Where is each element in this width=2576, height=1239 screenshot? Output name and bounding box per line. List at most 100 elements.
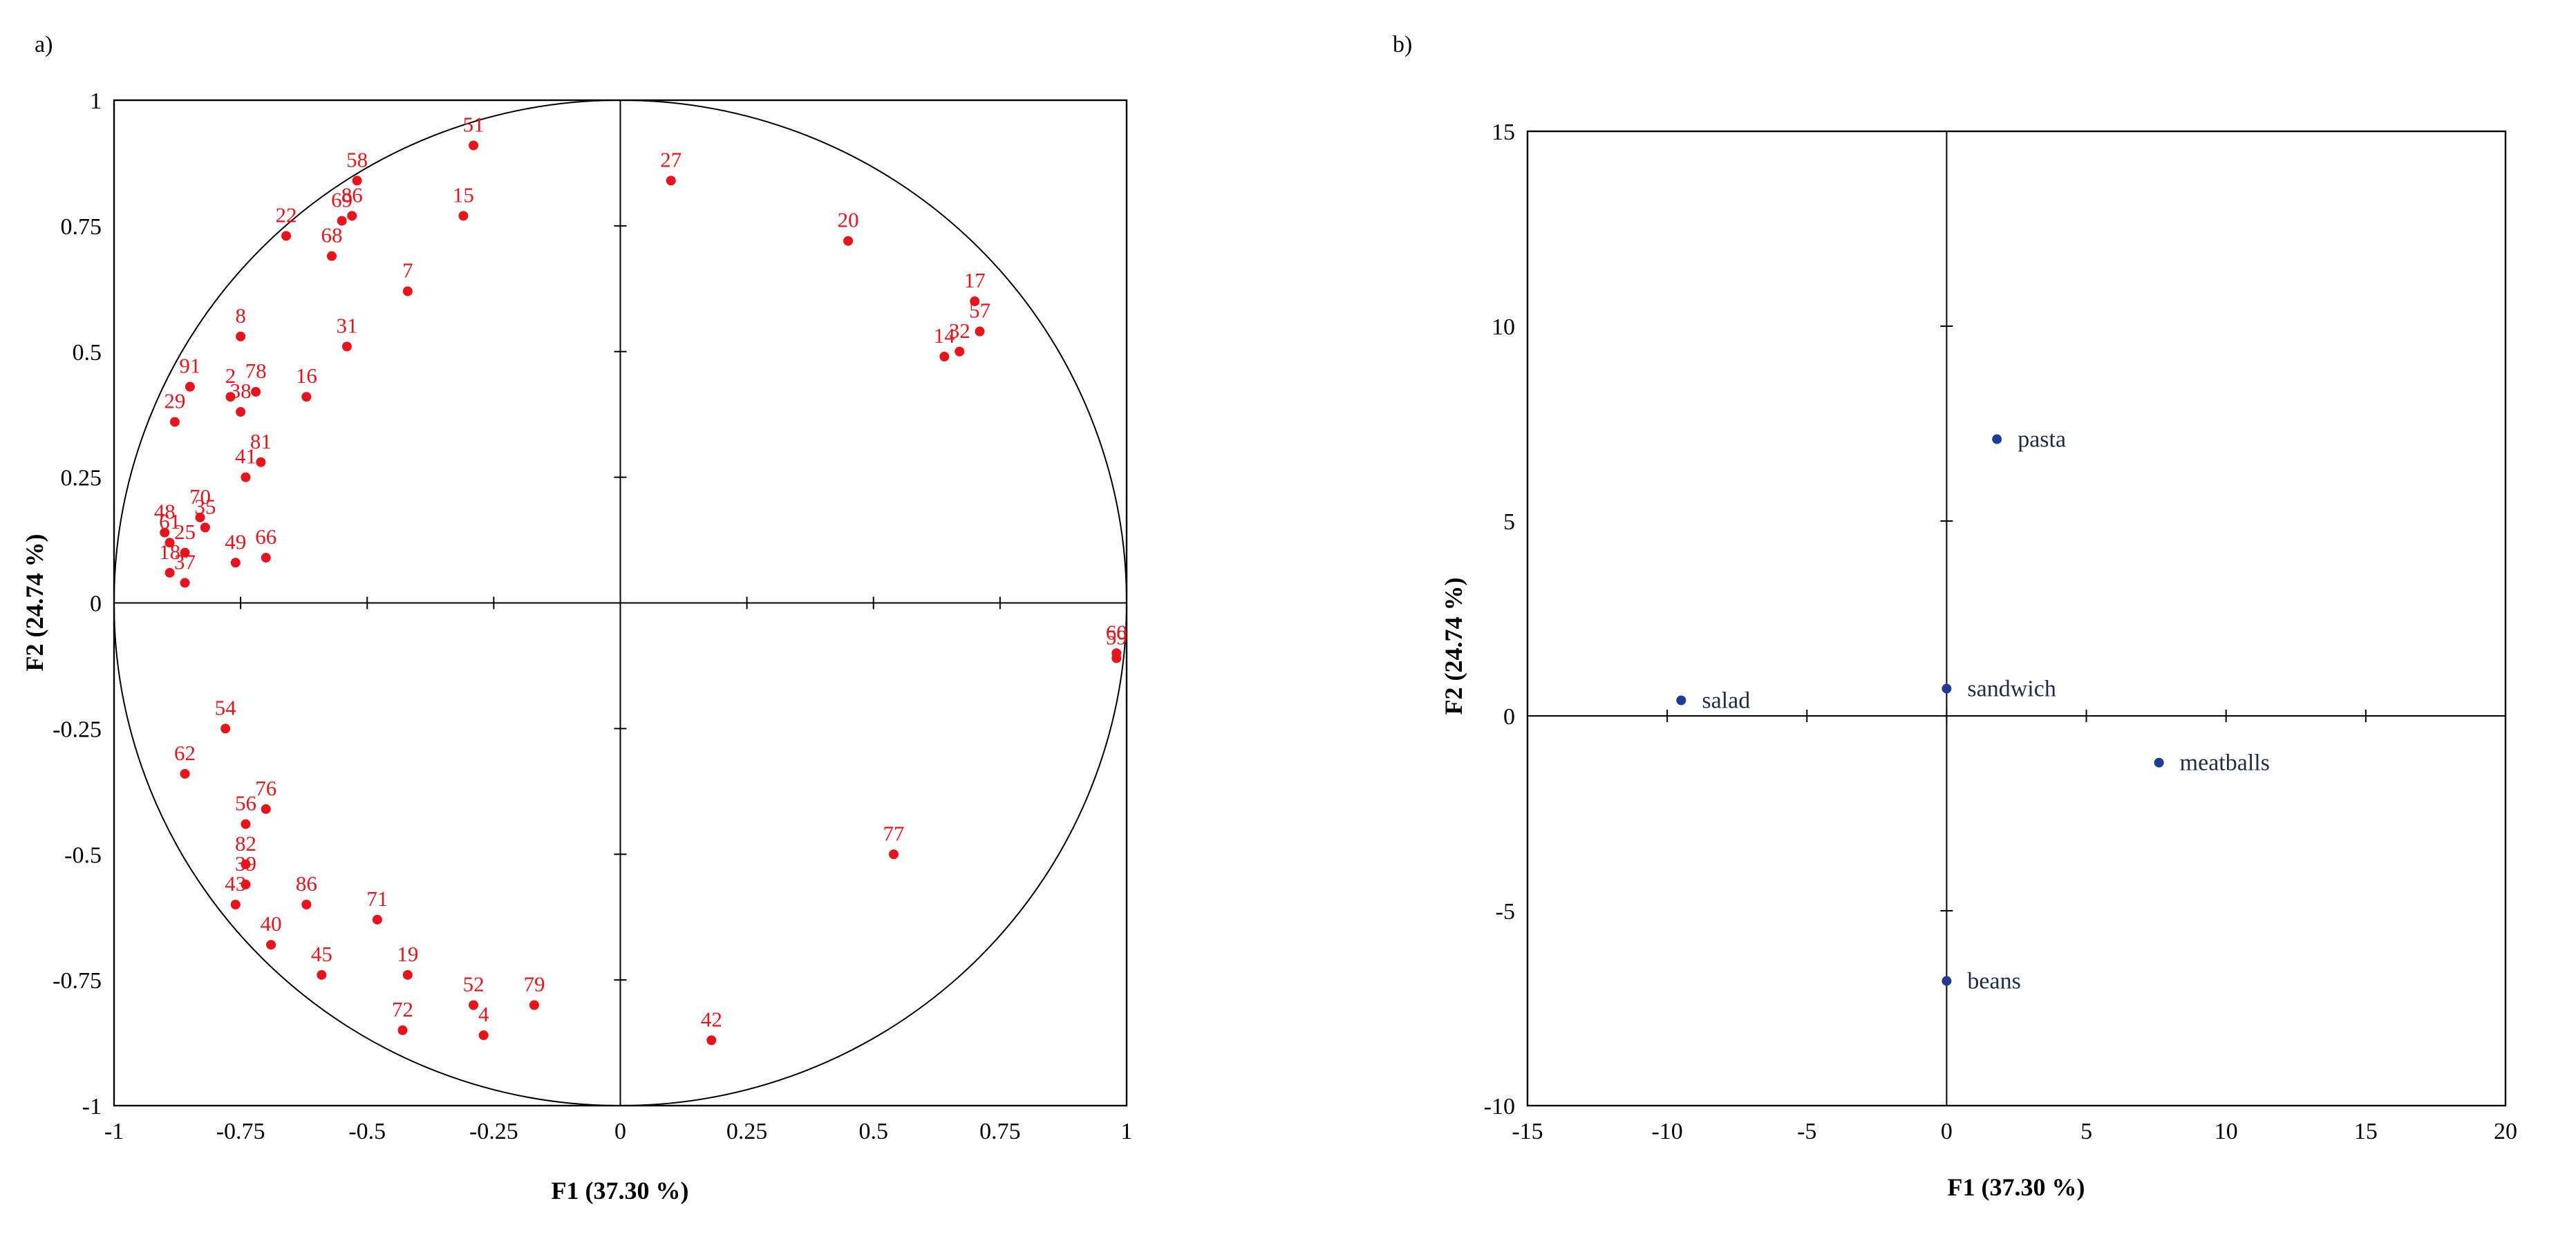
x-tick-label: 15 — [2354, 1119, 2378, 1144]
data-point — [529, 1000, 539, 1010]
data-point — [372, 914, 382, 925]
point-label: 25 — [174, 520, 196, 544]
data-point — [397, 1025, 408, 1035]
point-label: 18 — [159, 540, 180, 564]
point-label: 29 — [164, 389, 185, 413]
data-point — [1942, 976, 1952, 986]
point-label: 86 — [296, 871, 317, 896]
point-label: sandwich — [1967, 677, 2056, 702]
x-tick-label: -1 — [104, 1119, 124, 1144]
panel-a-tick-labels: -1 -0.75 -0.5 -0.25 0 0.25 0.5 0.75 1 -1 -0.75 -0.5… — [53, 88, 1132, 1144]
point-label: 51 — [463, 112, 485, 136]
x-tick-label: 0.5 — [859, 1119, 889, 1144]
data-point — [160, 527, 170, 538]
x-tick-label: 20 — [2494, 1119, 2517, 1144]
panel-a-correlation-circle: a) -1 -0.75 -0.5 -0.25 0 0.25 0.5 0.75 1-1-0.75-… — [21, 32, 1133, 1204]
data-point — [225, 392, 236, 402]
data-point — [261, 804, 271, 814]
data-point — [164, 567, 175, 578]
data-point — [1942, 683, 1952, 694]
y-tick-label: -0.25 — [53, 717, 102, 742]
data-point — [2154, 757, 2164, 768]
point-label: 56 — [235, 791, 256, 815]
data-point — [195, 512, 205, 522]
point-label: 22 — [276, 202, 297, 227]
y-tick-label: 5 — [1503, 509, 1515, 535]
point-label: 27 — [660, 147, 681, 171]
data-point — [230, 900, 241, 909]
data-point — [241, 819, 251, 829]
point-label: 68 — [321, 223, 342, 247]
point-label: 71 — [366, 887, 388, 911]
point-label: 61 — [159, 509, 180, 533]
point-label: 35 — [194, 494, 216, 518]
data-point — [169, 417, 180, 427]
point-label: 32 — [949, 319, 970, 343]
point-label: 17 — [964, 268, 986, 292]
point-label: 58 — [346, 147, 368, 171]
x-tick-label: -15 — [1512, 1119, 1543, 1144]
data-point — [241, 879, 251, 889]
panel-b-x-axis-title: F1 (37.30 %) — [1948, 1173, 2085, 1201]
data-point — [241, 472, 251, 482]
point-label: 62 — [174, 741, 196, 765]
y-tick-label: -5 — [1496, 899, 1515, 925]
x-tick-label: 0 — [614, 1119, 626, 1144]
point-label: 91 — [179, 354, 200, 378]
y-tick-label: 0.75 — [61, 214, 102, 240]
x-tick-label: 0.25 — [726, 1119, 768, 1144]
point-label: 70 — [189, 484, 211, 509]
point-label: 40 — [261, 911, 282, 936]
x-tick-label: -0.5 — [348, 1119, 386, 1144]
data-point — [347, 211, 357, 221]
y-tick-label: 0 — [90, 592, 102, 617]
data-point — [939, 352, 950, 362]
data-point — [469, 140, 479, 151]
point-label: meatballs — [2180, 750, 2270, 776]
x-tick-label: 5 — [2080, 1119, 2092, 1144]
y-tick-label: -1 — [82, 1094, 102, 1119]
point-label: 2 — [225, 363, 236, 388]
point-label: 52 — [463, 972, 485, 996]
data-point — [281, 231, 292, 241]
point-label: 77 — [883, 821, 905, 845]
x-tick-label: 0.75 — [979, 1119, 1021, 1144]
panel-b-label: b) — [1393, 32, 1412, 57]
data-point — [337, 216, 347, 226]
point-label: 14 — [934, 323, 956, 348]
point-label: 8 — [235, 303, 246, 328]
panel-b-plot-frame — [1526, 130, 2507, 1107]
data-point — [230, 558, 241, 568]
data-point — [301, 900, 312, 909]
data-point — [220, 723, 231, 734]
data-point — [200, 522, 210, 533]
point-label: 20 — [838, 208, 859, 232]
y-tick-label: 0.5 — [73, 340, 102, 366]
point-label: 48 — [154, 500, 176, 524]
data-point — [261, 553, 271, 563]
point-label: salad — [1702, 688, 1750, 713]
point-label: 37 — [174, 549, 196, 574]
y-tick-label: -0.5 — [64, 842, 102, 868]
data-point — [326, 251, 337, 261]
point-label: 39 — [235, 851, 256, 876]
panel-a-y-axis-title: F2 (24.74 %) — [21, 534, 48, 672]
x-tick-label: 10 — [2215, 1119, 2238, 1144]
panel-b-axes — [1527, 131, 2506, 1106]
point-label: 31 — [336, 313, 357, 337]
data-point — [185, 381, 195, 392]
panel-b-points: pasta sandwich salad meatballs beans — [1676, 427, 2270, 994]
point-label: 38 — [230, 379, 252, 403]
point-label: 59 — [1106, 625, 1127, 650]
data-point — [266, 940, 276, 950]
data-point — [469, 1000, 479, 1010]
y-tick-label: 10 — [1492, 314, 1515, 340]
panel-a-x-axis-title: F1 (37.30 %) — [552, 1177, 689, 1204]
data-point — [180, 547, 190, 558]
point-label: pasta — [2018, 427, 2066, 453]
point-label: 4 — [478, 1002, 489, 1026]
point-label: 82 — [235, 831, 256, 855]
point-label: 16 — [296, 363, 317, 388]
point-label: 66 — [255, 524, 276, 549]
